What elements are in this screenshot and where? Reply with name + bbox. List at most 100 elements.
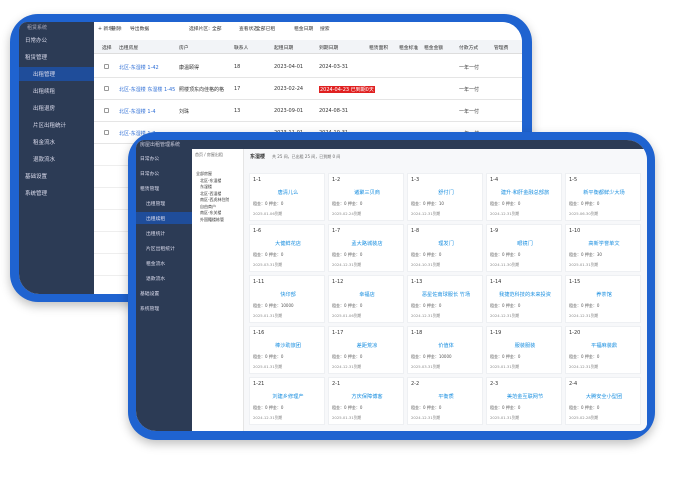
due-date: 2025.01.31到期 <box>490 415 520 420</box>
room-card[interactable]: 2-4 大腾安全小型团 租金：0 押金：0 2025.02.28到期 <box>565 377 641 425</box>
due-date: 2025.01.31到期 <box>569 262 599 267</box>
room-card[interactable]: 2-2 平衡质 租金：0 押金：0 2024.12.31到期 <box>407 377 483 425</box>
menu-item[interactable]: 出租续租 <box>146 217 166 222</box>
column-header: 房户 <box>179 46 189 51</box>
menu-item[interactable]: 出租管理 <box>33 72 56 78</box>
room-card[interactable]: 1-17 差距荒凉 租金：0 押金：0 2024.12.31到期 <box>328 326 404 374</box>
rent-info: 租金：0 押金：0 <box>411 303 442 308</box>
due-date: 2025.03.31到期 <box>253 262 283 267</box>
menu-item[interactable]: 系统管理 <box>25 191 48 197</box>
room-card[interactable]: 1-16 棒沙助旅团 租金：0 押金：0 2025.01.31到期 <box>249 326 325 374</box>
due-date: 2025.02.24到期 <box>332 211 362 216</box>
tab[interactable]: 东湿楼 <box>250 154 266 160</box>
tree-node[interactable]: 南区-东关楼 <box>200 210 222 215</box>
room-card[interactable]: 1-5 新平衡都鲜少大场 租金：0 押金：0 2025.06.30到期 <box>565 173 641 221</box>
tenant-name: 服装服装 <box>514 343 536 349</box>
cell[interactable]: 北区-东湿楼 1-4 <box>119 109 156 115</box>
room-card[interactable]: 1-1 唐清儿么 租金：0 押金：0 2025.01.06到期 <box>249 173 325 221</box>
checkbox[interactable] <box>104 130 109 135</box>
menu-item[interactable]: 出租统计 <box>146 232 166 237</box>
cell[interactable]: 北区-东湿楼 1-2 <box>119 131 156 137</box>
column-header: 起租日期 <box>274 46 294 51</box>
room-card[interactable]: 1-6 大健鲜花店 租金：0 押金：0 2025.03.31到期 <box>249 224 325 272</box>
menu-item[interactable]: 基础设置 <box>140 292 160 297</box>
top-bar: 房屋出租管理系统 <box>136 140 647 149</box>
room-card[interactable]: 1-8 理发门 租金：0 押金：0 2024.10.31到期 <box>407 224 483 272</box>
room-card[interactable]: 2-3 美范金互联网节 租金：0 押金：0 2025.01.31到期 <box>486 377 562 425</box>
room-card[interactable]: 1-19 服装服装 租金：0 押金：0 2025.01.31到期 <box>486 326 562 374</box>
due-date: 2024.12.31到期 <box>411 415 441 420</box>
room-card[interactable]: 1-7 孟大路城装店 租金：0 押金：0 2024.12.31到期 <box>328 224 404 272</box>
tree-node[interactable]: 外国籍楼栋管 <box>200 216 224 222</box>
room-card[interactable]: 1-9 眼镜门 租金：0 押金：0 2024.11.30到期 <box>486 224 562 272</box>
room-card[interactable]: 1-14 我捷范科技的未来投资 租金：0 押金：0 2024.12.31到期 <box>486 275 562 323</box>
tree-node[interactable]: 北区-西湿楼 <box>200 190 222 196</box>
menu-item[interactable]: 出租续租 <box>33 89 56 95</box>
menu-item[interactable]: 租金流水 <box>33 140 56 146</box>
menu-item[interactable]: 退款流水 <box>146 277 166 282</box>
cell: 2024-03-31 <box>319 64 349 70</box>
rent-info: 租金：0 押金：0 <box>569 354 600 359</box>
menu-item[interactable]: 退款流水 <box>33 157 56 163</box>
menu-item[interactable]: 出租退房 <box>33 106 56 112</box>
tree-node[interactable]: 南区-西虎林住院 <box>200 197 230 202</box>
menu-item[interactable]: 系统管理 <box>140 307 160 312</box>
tree-node[interactable]: 北区-东湿楼 <box>200 177 222 183</box>
menu-item[interactable]: 出租管理 <box>146 202 166 207</box>
menu-item[interactable]: 日常办公 <box>140 172 160 177</box>
toolbar-button[interactable]: 搜索 <box>320 27 330 32</box>
room-card[interactable]: 1-21 刘建乡修理产 租金：0 押金：0 2024.12.31到期 <box>249 377 325 425</box>
room-card[interactable]: 1-13 恶星佐南球服长 竹场 租金：0 押金：0 2024.12.31到期 <box>407 275 483 323</box>
checkbox[interactable] <box>104 86 109 91</box>
room-id: 1-16 <box>253 330 265 336</box>
rent-info: 租金：0 押金：0 <box>332 405 363 410</box>
front-window: 房屋出租管理系统 日常办公 日常办公 租赁管理 出租管理 出租续租 出租统计 片区出租统计 租金… <box>136 140 647 431</box>
menu-item[interactable]: 基础设置 <box>25 174 48 180</box>
sidebar: 日常办公 日常办公 租赁管理 出租管理 出租续租 出租统计 片区出租统计 租金流水 退款流水 基础… <box>136 149 192 431</box>
cell: 康温颐得 <box>179 65 200 71</box>
menu-item[interactable]: 片区出租统计 <box>33 123 67 129</box>
table-row <box>94 56 522 78</box>
tree-node[interactable]: 全部房屋 <box>196 171 212 176</box>
due-date: 2024.12.31到期 <box>253 415 283 420</box>
toolbar-button[interactable]: + 新增 <box>98 27 114 32</box>
due-date: 2025.01.31到期 <box>253 313 283 318</box>
room-card[interactable]: 1-12 幸福店 租金：0 押金：0 2025.01.06到期 <box>328 275 404 323</box>
cell: 18 <box>234 64 241 70</box>
due-date: 2025.01.31到期 <box>332 415 362 420</box>
room-card[interactable]: 1-3 舒付门 租金：0 押金：10 2024.12.31到期 <box>407 173 483 221</box>
tenant-name: 眼镜门 <box>517 241 533 247</box>
room-id: 1-2 <box>332 177 341 183</box>
tree-node[interactable]: 自由商户 <box>200 203 216 209</box>
toolbar-label: 选择片区: <box>189 27 210 32</box>
room-card[interactable]: 1-2 诸聚三贝商 租金：0 押金：0 2025.02.24到期 <box>328 173 404 221</box>
toolbar-button[interactable]: 导出数据 <box>130 27 150 32</box>
room-id: 1-9 <box>490 228 499 234</box>
tenant-name: 诸聚三贝商 <box>354 190 380 196</box>
rent-info: 租金：0 押金：0 <box>490 201 521 206</box>
rent-info: 租金：0 押金：0 <box>253 354 284 359</box>
menu-item[interactable]: 片区出租统计 <box>146 247 175 252</box>
room-card[interactable]: 1-15 养茶馆 租金：0 押金：0 2024.12.31到期 <box>565 275 641 323</box>
menu-item[interactable]: 租金流水 <box>146 262 166 267</box>
room-card[interactable]: 1-18 价值体 租金：0 押金：10000 2025.03.31到期 <box>407 326 483 374</box>
tree-node[interactable]: 东湿楼 <box>200 184 212 189</box>
room-card[interactable]: 1-11 快印部 租金：0 押金：10000 2025.01.31到期 <box>249 275 325 323</box>
cell[interactable]: 北区-东湿楼 1-42 <box>119 65 159 71</box>
cell[interactable]: 北区-东湿楼 东湿楼 1-45 <box>119 87 176 93</box>
menu-item[interactable]: 日常办公 <box>140 157 160 162</box>
room-id: 1-8 <box>411 228 420 234</box>
menu-item[interactable]: 租赁管理 <box>25 55 48 61</box>
tenant-name: 差距荒凉 <box>356 343 378 349</box>
toolbar-button[interactable]: 删除 <box>112 27 122 32</box>
room-card[interactable]: 1-10 高新学誉单文 租金：0 押金：30 2025.01.31到期 <box>565 224 641 272</box>
menu-item[interactable]: 租赁管理 <box>140 187 160 192</box>
room-card[interactable]: 1-20 平福麻装鼎 租金：0 押金：0 2024.12.31到期 <box>565 326 641 374</box>
room-card[interactable]: 1-4 建升·和肝金融总部旅 租金：0 押金：0 2024.12.31到期 <box>486 173 562 221</box>
room-id: 1-12 <box>332 279 344 285</box>
checkbox[interactable] <box>104 64 109 69</box>
room-card[interactable]: 2-1 方庆保障博客 租金：0 押金：0 2025.01.31到期 <box>328 377 404 425</box>
checkbox[interactable] <box>104 108 109 113</box>
menu-item[interactable]: 日常办公 <box>25 38 48 44</box>
rent-info: 租金：0 押金：0 <box>490 354 521 359</box>
